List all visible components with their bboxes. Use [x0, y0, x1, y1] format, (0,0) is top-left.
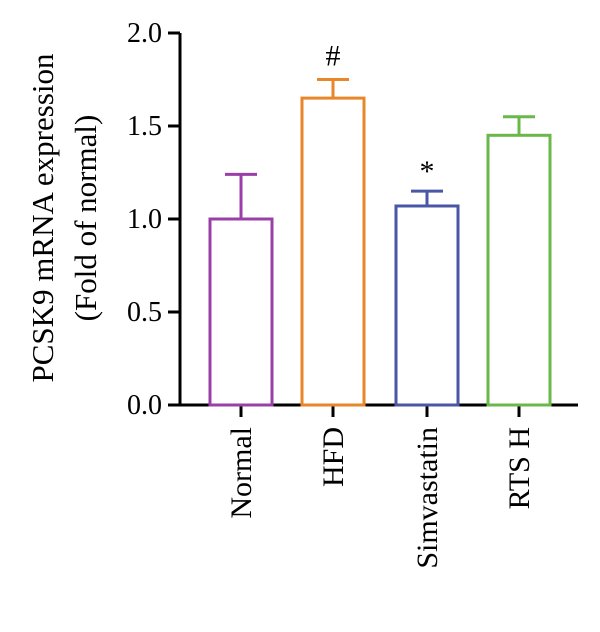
y-axis-title: PCSK9 mRNA expression [25, 53, 60, 382]
bar-normal [208, 217, 274, 407]
x-tick-label: HFD [317, 427, 350, 487]
x-tick-label: RTS H [503, 427, 536, 509]
y-axis: 0.0 0.5 1.0 1.5 2.0 [127, 18, 182, 421]
y-axis-subtitle: (Fold of normal) [68, 115, 103, 322]
bar-rts-h [486, 133, 552, 407]
y-tick-label: 1.5 [127, 111, 162, 142]
y-tick-label: 0.0 [127, 390, 162, 421]
bars: #* [208, 40, 552, 407]
y-tick-label: 2.0 [127, 18, 162, 49]
bar-hfd [300, 96, 366, 407]
significance-marker: * [420, 155, 435, 188]
y-tick-label: 1.0 [127, 204, 162, 235]
x-tick-label: Simvastatin [411, 427, 444, 569]
bar-simvastatin [394, 204, 460, 407]
x-axis: Normal HFD Simvastatin RTS H [180, 403, 578, 569]
y-tick-label: 0.5 [127, 297, 162, 328]
x-tick-label: Normal [225, 427, 258, 519]
significance-marker: # [326, 40, 341, 73]
y-axis-title-group: PCSK9 mRNA expression (Fold of normal) [25, 53, 103, 382]
